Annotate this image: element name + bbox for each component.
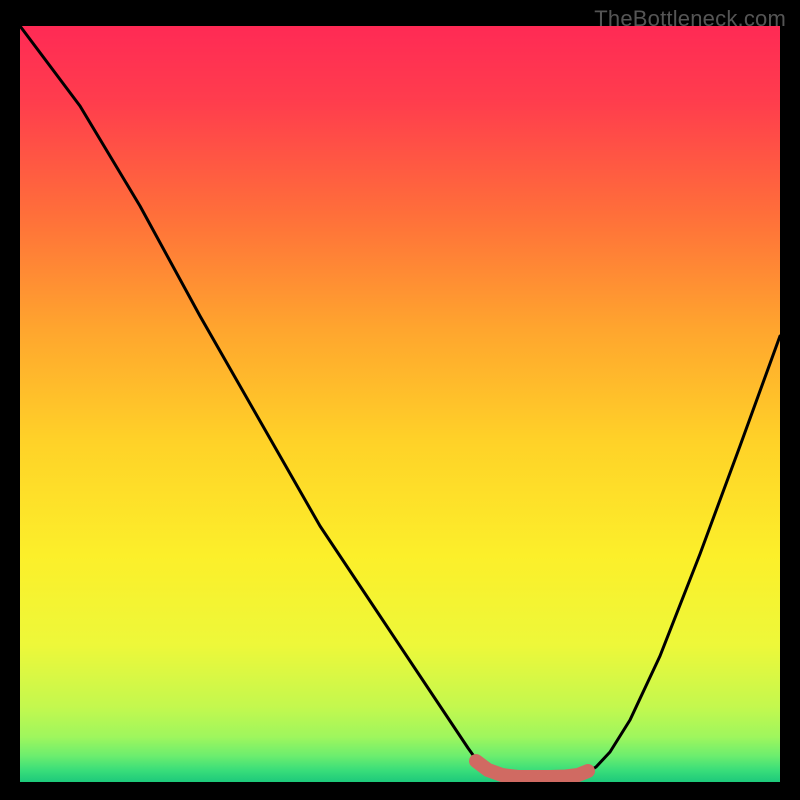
bottleneck-curve-chart [20,26,780,782]
chart-frame: TheBottleneck.com [0,0,800,800]
gradient-background [20,26,780,782]
